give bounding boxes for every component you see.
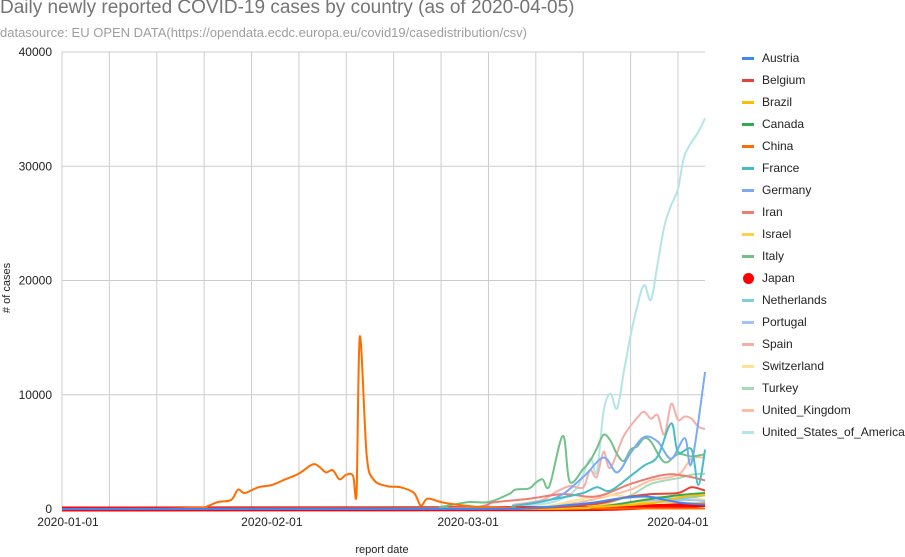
- legend-item[interactable]: Italy: [742, 245, 905, 267]
- legend-label: Japan: [762, 271, 795, 285]
- legend-swatch: [742, 430, 754, 434]
- legend-swatch: [742, 78, 754, 82]
- x-tick-label: 2020-03-01: [437, 515, 499, 529]
- y-tick-label: 30000: [19, 159, 53, 173]
- legend-swatch: [742, 364, 754, 368]
- legend-label: United_Kingdom: [762, 403, 851, 417]
- legend-item[interactable]: Netherlands: [742, 289, 905, 311]
- x-tick-label: 2020-01-01: [37, 515, 99, 529]
- legend-label: China: [762, 139, 794, 153]
- chart-subtitle: datasource: EU OPEN DATA(https://opendat…: [0, 25, 528, 40]
- x-axis-label: report date: [355, 544, 408, 556]
- legend-item[interactable]: Spain: [742, 333, 905, 355]
- x-tick-label: 2020-02-01: [241, 515, 303, 529]
- series-line-united-states-of-america[interactable]: [61, 117, 706, 510]
- legend-swatch: [742, 232, 754, 236]
- legend-item[interactable]: China: [742, 135, 905, 157]
- legend: Austria Belgium Brazil Canada China France Ger…: [742, 47, 905, 443]
- legend-item[interactable]: Israel: [742, 223, 905, 245]
- y-tick-label: 20000: [19, 274, 53, 288]
- legend-label: Switzerland: [762, 359, 825, 373]
- legend-swatch: [742, 386, 754, 390]
- chart-title: Daily newly reported COVID-19 cases by c…: [0, 0, 575, 18]
- legend-swatch: [742, 320, 754, 324]
- x-tick-label: 2020-04-01: [647, 515, 709, 529]
- legend-swatch: [742, 210, 754, 214]
- legend-label: Portugal: [762, 315, 807, 329]
- legend-label: Austria: [762, 51, 800, 65]
- y-tick-labels: 0 10000 20000 30000 40000: [19, 45, 53, 516]
- legend-item[interactable]: Belgium: [742, 69, 905, 91]
- legend-label: Netherlands: [762, 293, 827, 307]
- legend-item[interactable]: Austria: [742, 47, 905, 69]
- legend-item[interactable]: United_States_of_America: [742, 421, 905, 443]
- legend-swatch: [743, 272, 754, 284]
- legend-item[interactable]: Brazil: [742, 91, 905, 113]
- legend-label: Spain: [762, 337, 793, 351]
- legend-label: United_States_of_America: [762, 425, 905, 439]
- legend-swatch: [742, 188, 754, 192]
- legend-label: Germany: [762, 183, 812, 197]
- grid: [61, 51, 705, 510]
- legend-label: Italy: [762, 249, 785, 263]
- legend-item[interactable]: France: [742, 157, 905, 179]
- plot-area: 0 10000 20000 30000 40000 2020-01-01 2020-02-…: [1, 45, 709, 556]
- legend-swatch: [742, 342, 754, 346]
- legend-item[interactable]: Switzerland: [742, 355, 905, 377]
- legend-label: Turkey: [762, 381, 799, 395]
- legend-item[interactable]: Japan: [742, 267, 905, 289]
- y-tick-label: 10000: [19, 388, 53, 402]
- y-axis-label: # of cases: [1, 262, 13, 313]
- series-line-germany[interactable]: [61, 371, 707, 510]
- legend-label: Canada: [762, 117, 805, 131]
- legend-swatch: [742, 144, 754, 148]
- x-tick-labels: 2020-01-01 2020-02-01 2020-03-01 2020-04-01: [37, 515, 709, 529]
- legend-item[interactable]: Germany: [742, 179, 905, 201]
- legend-item[interactable]: United_Kingdom: [742, 399, 905, 421]
- legend-swatch: [742, 254, 754, 258]
- legend-swatch: [742, 122, 754, 126]
- legend-swatch: [742, 100, 754, 104]
- series-line-italy[interactable]: [61, 433, 706, 510]
- legend-label: Israel: [762, 227, 792, 241]
- y-tick-label: 40000: [19, 45, 53, 59]
- series-line-austria[interactable]: [61, 495, 706, 511]
- series-layer: [61, 117, 707, 512]
- legend-swatch: [742, 166, 754, 170]
- legend-label: Brazil: [762, 95, 793, 109]
- legend-label: France: [762, 161, 800, 175]
- legend-item[interactable]: Canada: [742, 113, 905, 135]
- legend-swatch: [742, 298, 754, 302]
- y-tick-label: 0: [45, 502, 52, 516]
- series-line-china[interactable]: [61, 335, 706, 511]
- legend-item[interactable]: Portugal: [742, 311, 905, 333]
- legend-swatch: [742, 56, 754, 60]
- legend-label: Iran: [762, 205, 783, 219]
- legend-swatch: [742, 408, 754, 412]
- legend-item[interactable]: Iran: [742, 201, 905, 223]
- legend-item[interactable]: Turkey: [742, 377, 905, 399]
- legend-label: Belgium: [762, 73, 806, 87]
